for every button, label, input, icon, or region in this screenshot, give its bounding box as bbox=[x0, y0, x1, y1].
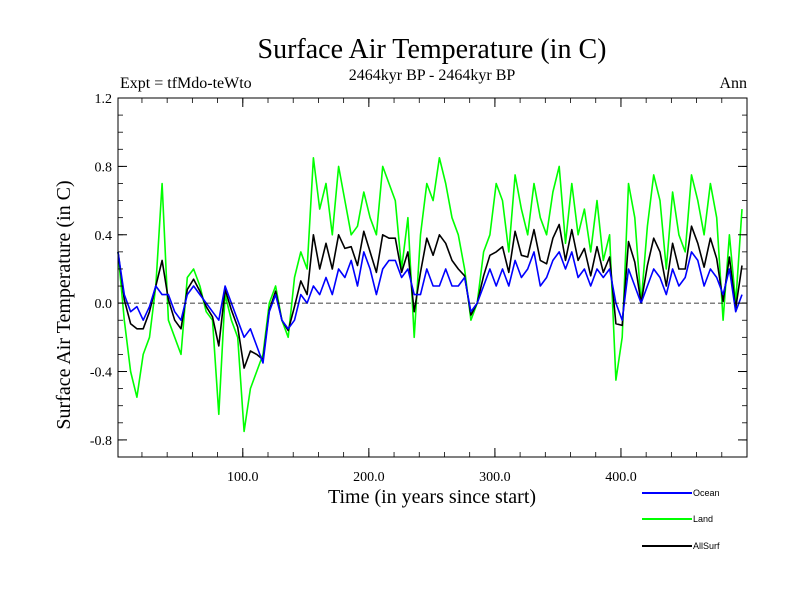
y-tick-label: 0.4 bbox=[95, 229, 113, 244]
x-tick-label: 300.0 bbox=[479, 470, 511, 485]
series-line-allsurf bbox=[117, 223, 743, 369]
experiment-label: Expt = tfMdo-teWto bbox=[120, 75, 252, 92]
legend-label-allsurf: AllSurf bbox=[693, 541, 720, 551]
season-label: Ann bbox=[719, 75, 747, 92]
x-axis: 100.0 200.0 300.0 400.0 bbox=[141, 98, 723, 485]
y-tick-label: -0.8 bbox=[90, 434, 112, 449]
legend: Ocean Land AllSurf bbox=[642, 488, 720, 551]
series-line-land bbox=[117, 157, 743, 433]
series-line-ocean bbox=[117, 251, 743, 364]
plot-frame bbox=[117, 97, 748, 458]
y-tick-label: 0.0 bbox=[95, 297, 113, 312]
x-tick-label: 100.0 bbox=[227, 470, 259, 485]
x-tick-label: 400.0 bbox=[605, 470, 637, 485]
plot-lines bbox=[117, 157, 743, 433]
y-tick-label: -0.4 bbox=[90, 366, 112, 381]
x-tick-label: 200.0 bbox=[353, 470, 385, 485]
y-axis: -0.8 -0.4 0.0 0.4 0.8 1.2 bbox=[90, 92, 747, 458]
y-tick-label: 0.8 bbox=[95, 160, 113, 175]
x-axis-label: Time (in years since start) bbox=[328, 486, 536, 508]
legend-label-ocean: Ocean bbox=[693, 488, 720, 498]
legend-label-land: Land bbox=[693, 514, 713, 524]
y-axis-label: Surface Air Temperature (in C) bbox=[53, 180, 75, 429]
chart-title: Surface Air Temperature (in C) bbox=[258, 34, 607, 65]
y-tick-label: 1.2 bbox=[95, 92, 113, 107]
chart-subtitle: 2464kyr BP - 2464kyr BP bbox=[349, 67, 516, 84]
